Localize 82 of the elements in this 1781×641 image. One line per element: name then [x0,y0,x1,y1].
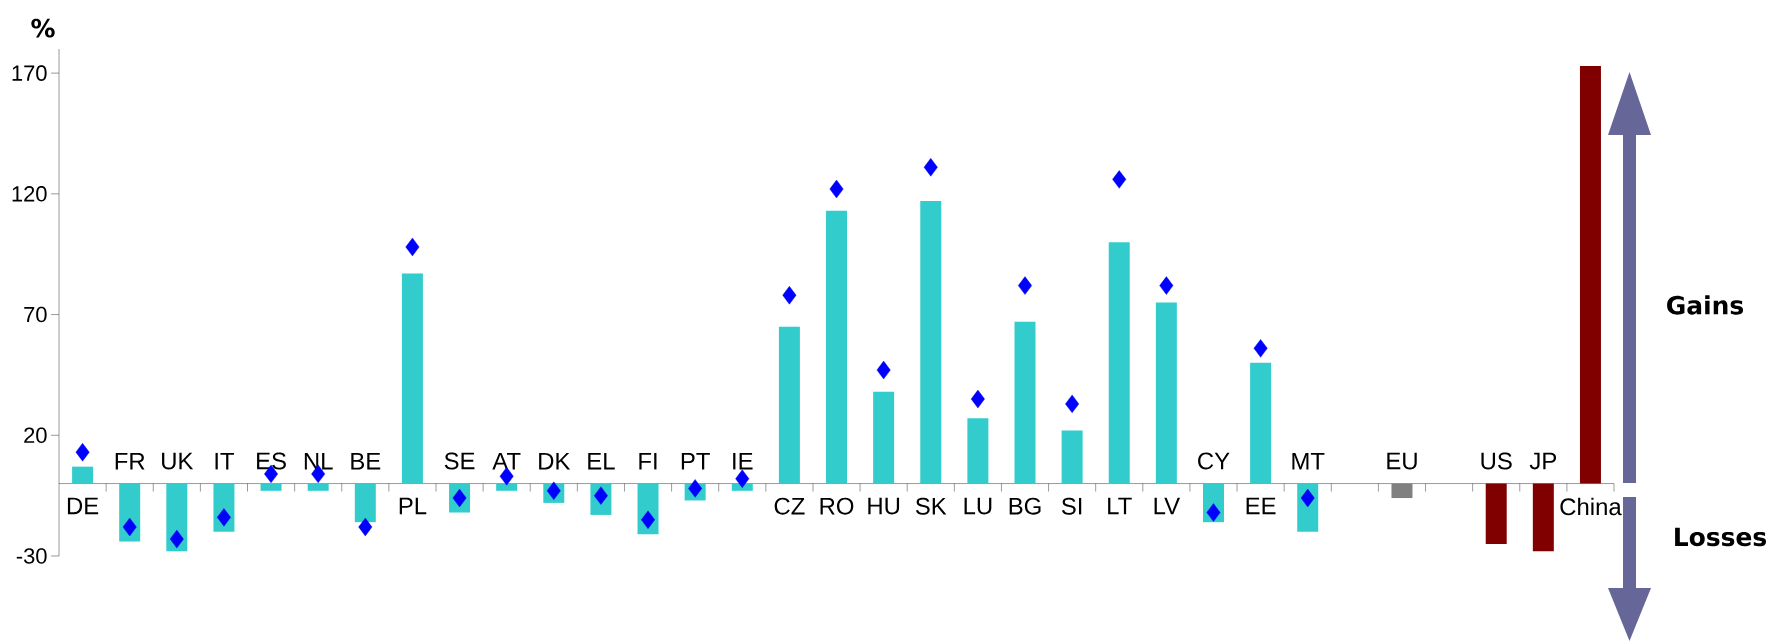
x-tick-label: China [1560,497,1622,516]
point [593,486,608,505]
point [782,286,797,305]
bar [1391,483,1413,499]
point [1112,170,1127,189]
bar [1532,483,1554,552]
x-tick-label: LV [1154,497,1180,515]
point [358,517,373,537]
bar [1485,483,1507,544]
x-tick-label: US [1481,452,1512,470]
bar [307,483,329,491]
x-tick-label: MT [1292,452,1325,470]
text: Gains [1667,295,1744,315]
x-tick-label: BG [1009,497,1041,515]
point [735,469,750,488]
x-tick-label: CZ [774,497,805,515]
x-tick-label: CY [1198,452,1230,470]
bar [401,273,423,484]
x-tick-label: ES [257,452,286,470]
point [829,179,844,199]
bar [967,418,989,484]
x-tick-label: RO [820,497,854,515]
x-tick-label: JP [1529,452,1557,470]
x-tick-label: HU [868,497,900,515]
point [122,517,137,537]
point [217,508,231,527]
x-tick-label: SI [1061,497,1082,515]
point [970,389,985,409]
y-tick-label: 70 [24,306,47,323]
point [169,529,184,549]
point [923,158,938,177]
point [1253,339,1268,358]
x-tick-label: UK [162,452,194,470]
point [452,488,467,508]
x-tick-label: IT [215,452,235,470]
bar [873,391,895,484]
x-tick-label: SE [444,452,475,470]
y-tick-label: 170 [12,65,47,81]
point [1206,503,1221,522]
x-tick-label: AT [492,452,521,470]
x-tick-label: EL [588,452,615,470]
x-tick-label: IE [733,452,753,470]
bar [826,210,848,484]
bar [1250,362,1272,484]
point [1300,488,1315,508]
bar [354,483,376,523]
x-tick-label: PT [681,452,710,470]
x-tick-label: FR [115,452,145,470]
y-axis-title: % [31,18,55,38]
bar [260,483,282,491]
x-tick-label: EU [1387,452,1417,470]
bar [1108,242,1130,484]
point [75,443,90,462]
x-tick-label: LT [1108,497,1132,515]
point [1018,276,1032,295]
x-tick-label: LU [964,497,992,515]
x-tick-label: SK [915,497,947,515]
x-tick-label: EE [1246,497,1276,515]
bar [496,483,518,491]
point [688,479,703,498]
point [1159,276,1174,295]
bar [1579,65,1601,484]
text: Losses [1675,527,1766,547]
point [1065,394,1080,414]
x-tick-label: DE [67,497,99,515]
y-tick-label: -30 [16,548,47,564]
bar [1014,321,1036,484]
bar [1061,430,1083,484]
bar [778,326,800,484]
x-tick-label: DK [539,452,571,470]
bar [920,201,942,484]
x-tick-label: FI [639,452,657,470]
x-tick-label: PL [399,497,427,515]
point [405,237,420,257]
x-tick-label: BE [351,452,381,470]
y-tick-label: 20 [24,427,47,444]
bar [72,466,94,484]
bar [1155,302,1177,484]
y-tick-label: 120 [12,186,47,202]
x-tick-label: NL [304,452,333,470]
point [876,360,891,380]
point [641,510,655,529]
